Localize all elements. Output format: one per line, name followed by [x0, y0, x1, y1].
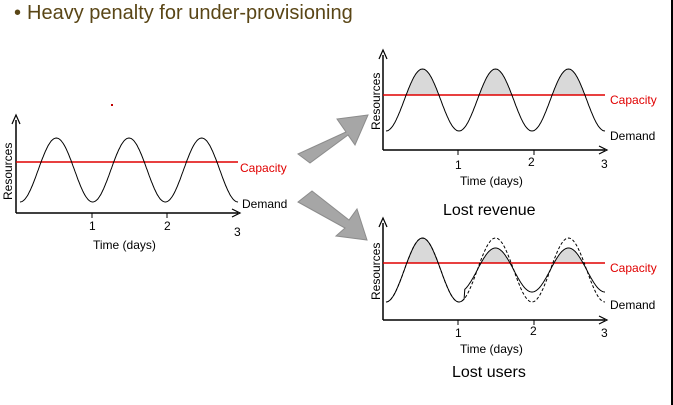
y-axis-arrowhead	[11, 113, 21, 125]
capacity-label: Capacity	[240, 161, 287, 175]
arrow-up-right	[297, 114, 369, 164]
x-axis-arrowhead	[231, 208, 242, 218]
chart-top-right: 1 2 3 Time (days) Resources Capacity Dem…	[369, 48, 657, 219]
tick-label: 3	[601, 326, 608, 340]
demand-curve	[385, 237, 605, 303]
y-axis-label: Resources	[1, 143, 15, 200]
x-axis-label: Time (days)	[460, 342, 523, 356]
tick-label: 1	[455, 326, 462, 340]
title-text: Heavy penalty for under-provisioning	[27, 2, 353, 24]
bullet: •	[14, 2, 22, 24]
y-axis-arrowhead	[378, 216, 388, 228]
tick-label: 1	[89, 219, 96, 233]
demand-label: Demand	[610, 129, 655, 143]
x-axis-arrowhead	[598, 315, 609, 325]
arrow-down-right	[297, 190, 368, 241]
y-axis-label: Resources	[369, 243, 383, 300]
tick-label: 2	[164, 219, 171, 233]
slide-title: • Heavy penalty for under-provisioning	[14, 2, 353, 25]
demand-label: Demand	[242, 197, 287, 211]
right-edge-border	[671, 0, 673, 405]
red-dot	[111, 104, 113, 106]
chart-left: 1 2 3 Time (days) Resources Capacity Dem…	[1, 113, 287, 252]
y-axis-arrowhead	[378, 48, 388, 60]
capacity-label: Capacity	[610, 93, 657, 107]
tick-label: 3	[601, 157, 608, 171]
demand-curve	[19, 137, 239, 203]
y-axis-label: Resources	[369, 73, 383, 130]
tick-label: 2	[530, 324, 537, 338]
tick-label: 2	[528, 155, 535, 169]
chart-bottom-right: 1 2 3 Time (days) Resources Capacity Dem…	[369, 216, 657, 381]
x-axis-label: Time (days)	[93, 238, 156, 252]
tick-label: 3	[234, 225, 241, 239]
x-axis-arrowhead	[598, 145, 609, 155]
caption-lost-users: Lost users	[452, 364, 526, 381]
lost-revenue-shading	[406, 69, 586, 95]
tick-label: 1	[455, 158, 462, 172]
caption-lost-revenue: Lost revenue	[443, 202, 536, 219]
demand-curve	[385, 68, 606, 132]
x-axis-label: Time (days)	[460, 174, 523, 188]
lost-users-shading	[407, 238, 584, 263]
demand-label: Demand	[610, 298, 655, 312]
capacity-label: Capacity	[610, 261, 657, 275]
